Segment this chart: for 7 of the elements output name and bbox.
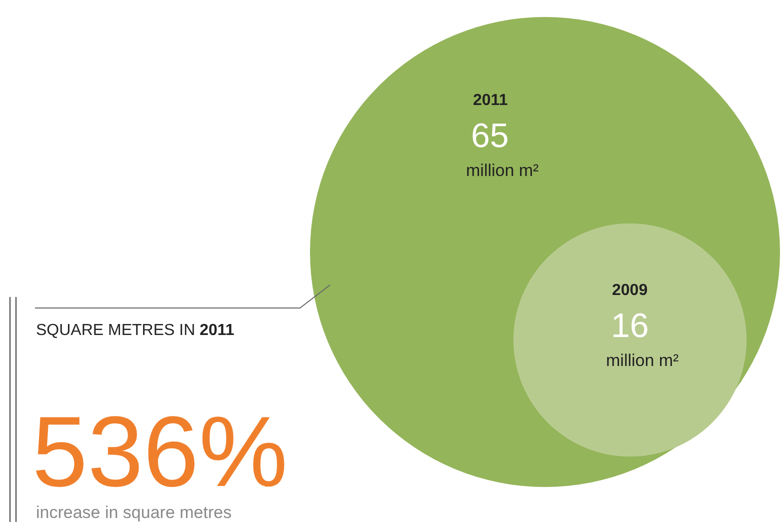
- data-label: 16: [611, 307, 649, 345]
- data-label: 65: [471, 117, 509, 155]
- text: SQUARE METRES IN 2011: [36, 322, 234, 339]
- category-label: 2009: [612, 282, 648, 299]
- text: million m²: [466, 161, 540, 180]
- category-label: 2011: [473, 92, 508, 109]
- text: million m²: [606, 351, 680, 370]
